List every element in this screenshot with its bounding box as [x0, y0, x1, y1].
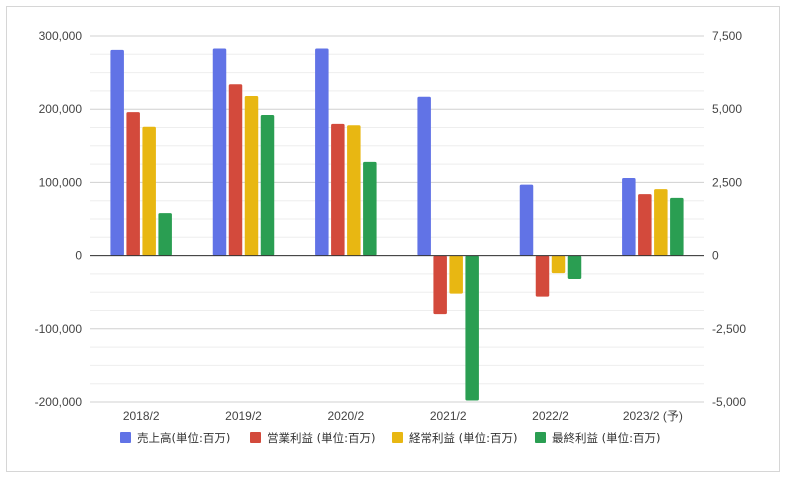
left-tick-label: -100,000 [35, 322, 83, 336]
legend[interactable]: 売上高(単位:百万) 営業利益 (単位:百万) 経常利益 (単位:百万) 最終利益 (… [120, 431, 661, 445]
category-label: 2018/2 [123, 409, 160, 423]
bar-1-4 [417, 96, 431, 256]
bar-4-1 [158, 213, 172, 256]
legend-swatch [250, 432, 261, 443]
left-tick-label: 200,000 [39, 102, 83, 116]
right-tick-label: 0 [712, 249, 719, 263]
bar-1-6 [622, 178, 636, 256]
bar-4-5 [567, 255, 582, 280]
right-tick-label: -5,000 [712, 395, 746, 409]
gridlines [90, 35, 704, 403]
legend-label: 売上高(単位:百万) [137, 431, 230, 445]
legend-label: 最終利益 (単位:百万) [552, 431, 661, 445]
bar-4-2 [260, 115, 275, 256]
bar-2-6 [638, 194, 652, 256]
left-tick-label: -200,000 [35, 395, 83, 409]
left-axis-ticks: 300,000 200,000 100,000 0 -100,000 -200,000 [35, 29, 83, 409]
bar-3-5 [551, 255, 566, 274]
bar-2-5 [535, 255, 550, 297]
bar-2-3 [331, 123, 345, 256]
bar-3-1 [142, 126, 156, 256]
right-tick-label: 2,500 [712, 175, 742, 189]
bar-3-4 [449, 255, 463, 294]
bar-4-4 [465, 255, 479, 401]
bar-4-6 [670, 197, 684, 256]
category-label: 2021/2 [430, 409, 467, 423]
left-tick-label: 100,000 [39, 175, 83, 189]
bars-group [110, 48, 684, 401]
right-axis-ticks: 7,500 5,000 2,500 0 -2,500 -5,000 [712, 29, 746, 409]
category-label: 2023/2 (予) [623, 409, 683, 423]
bar-1-5 [519, 184, 534, 256]
legend-swatch [120, 432, 131, 443]
bar-2-2 [228, 84, 243, 256]
right-tick-label: 7,500 [712, 29, 742, 43]
category-labels: 2018/2 2019/2 2020/2 2021/2 2022/2 2023/2 (予) [123, 409, 683, 423]
category-label: 2020/2 [327, 409, 364, 423]
left-tick-label: 0 [75, 249, 82, 263]
category-label: 2019/2 [225, 409, 262, 423]
legend-swatch [392, 432, 403, 443]
legend-label: 経常利益 (単位:百万) [409, 431, 518, 445]
bar-3-3 [347, 125, 361, 256]
bar-3-6 [654, 189, 668, 256]
legend-swatch [535, 432, 546, 443]
bar-1-1 [110, 49, 124, 256]
bar-2-1 [126, 112, 140, 256]
right-tick-label: -2,500 [712, 322, 746, 336]
bar-1-3 [315, 48, 329, 256]
left-tick-label: 300,000 [39, 29, 83, 43]
right-tick-label: 5,000 [712, 102, 742, 116]
bar-2-4 [433, 255, 447, 315]
bar-4-3 [363, 161, 377, 256]
legend-label: 営業利益 (単位:百万) [267, 431, 376, 445]
bar-1-2 [212, 48, 227, 256]
bar-3-2 [244, 96, 259, 256]
category-label: 2022/2 [532, 409, 569, 423]
